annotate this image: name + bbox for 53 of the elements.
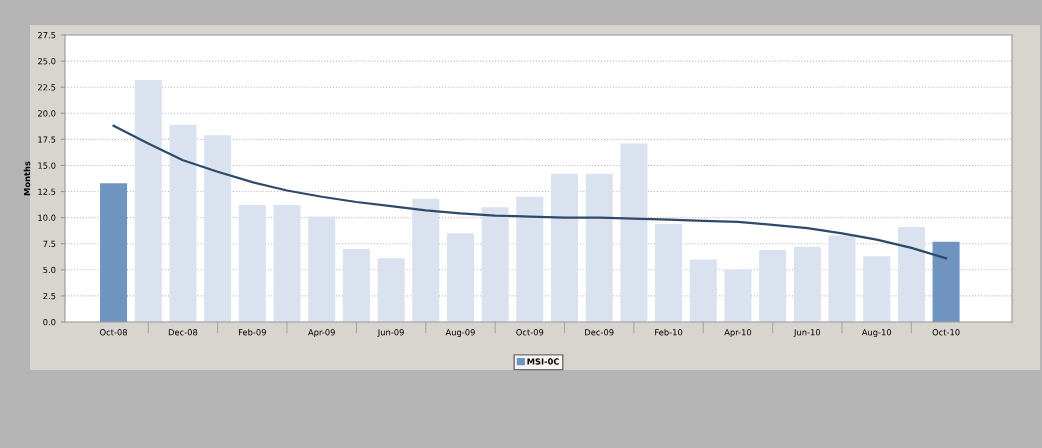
- bar: [238, 205, 266, 322]
- bar: [759, 249, 787, 322]
- bar: [308, 216, 336, 322]
- bar: [724, 269, 752, 322]
- y-tick-label: 5.0: [43, 266, 56, 274]
- y-axis-title: Months: [23, 161, 31, 196]
- bar: [342, 248, 370, 322]
- x-tick-label: Jun-09: [377, 329, 404, 337]
- bar: [204, 135, 232, 322]
- x-tick-label: Dec-09: [585, 329, 614, 336]
- bar: [481, 207, 509, 322]
- bar: [169, 124, 197, 322]
- y-tick-label: 17.5: [38, 136, 56, 143]
- y-tick-label: 27.5: [38, 31, 56, 39]
- x-tick-label: Aug-09: [445, 329, 475, 338]
- x-tick-label: Jun-10: [793, 329, 821, 337]
- bar: [793, 246, 821, 322]
- x-tick-label: Apr-09: [308, 329, 335, 338]
- bar: [516, 196, 544, 322]
- y-tick-label: 10.0: [38, 214, 56, 221]
- x-tick-label: Oct-08: [100, 329, 127, 336]
- y-tick-label: 7.5: [43, 240, 56, 248]
- bar: [585, 173, 613, 322]
- x-tick-label: Feb-09: [238, 328, 266, 336]
- bar: [655, 223, 683, 322]
- bar: [689, 259, 717, 322]
- y-tick-label: 25.0: [38, 58, 56, 65]
- y-tick-label: 0.0: [43, 318, 56, 326]
- x-tick-label: Oct-10: [932, 329, 960, 336]
- bar: [550, 173, 579, 322]
- bar: [273, 205, 301, 322]
- y-tick-label: 15.0: [38, 162, 56, 169]
- y-tick-label: 2.5: [43, 292, 56, 300]
- bar: [620, 143, 648, 322]
- bar: [932, 241, 960, 322]
- x-tick-label: Aug-10: [861, 329, 892, 338]
- bar: [446, 233, 474, 322]
- bar: [377, 258, 405, 322]
- bar: [897, 227, 925, 322]
- bar: [412, 198, 440, 322]
- bar: [828, 235, 856, 322]
- x-tick-label: Dec-08: [168, 329, 198, 336]
- bar: [134, 79, 162, 322]
- y-tick-label: 20.0: [38, 110, 56, 117]
- y-tick-label: 22.5: [38, 84, 56, 91]
- x-tick-label: Oct-09: [516, 329, 544, 336]
- y-tick-label: 12.5: [38, 188, 56, 195]
- bar: [863, 256, 891, 322]
- x-tick-label: Apr-10: [724, 329, 752, 338]
- x-tick-label: Feb-10: [655, 328, 683, 336]
- legend-label: MSI-0C: [527, 358, 559, 365]
- line-series: [112, 124, 948, 260]
- bar: [100, 183, 128, 322]
